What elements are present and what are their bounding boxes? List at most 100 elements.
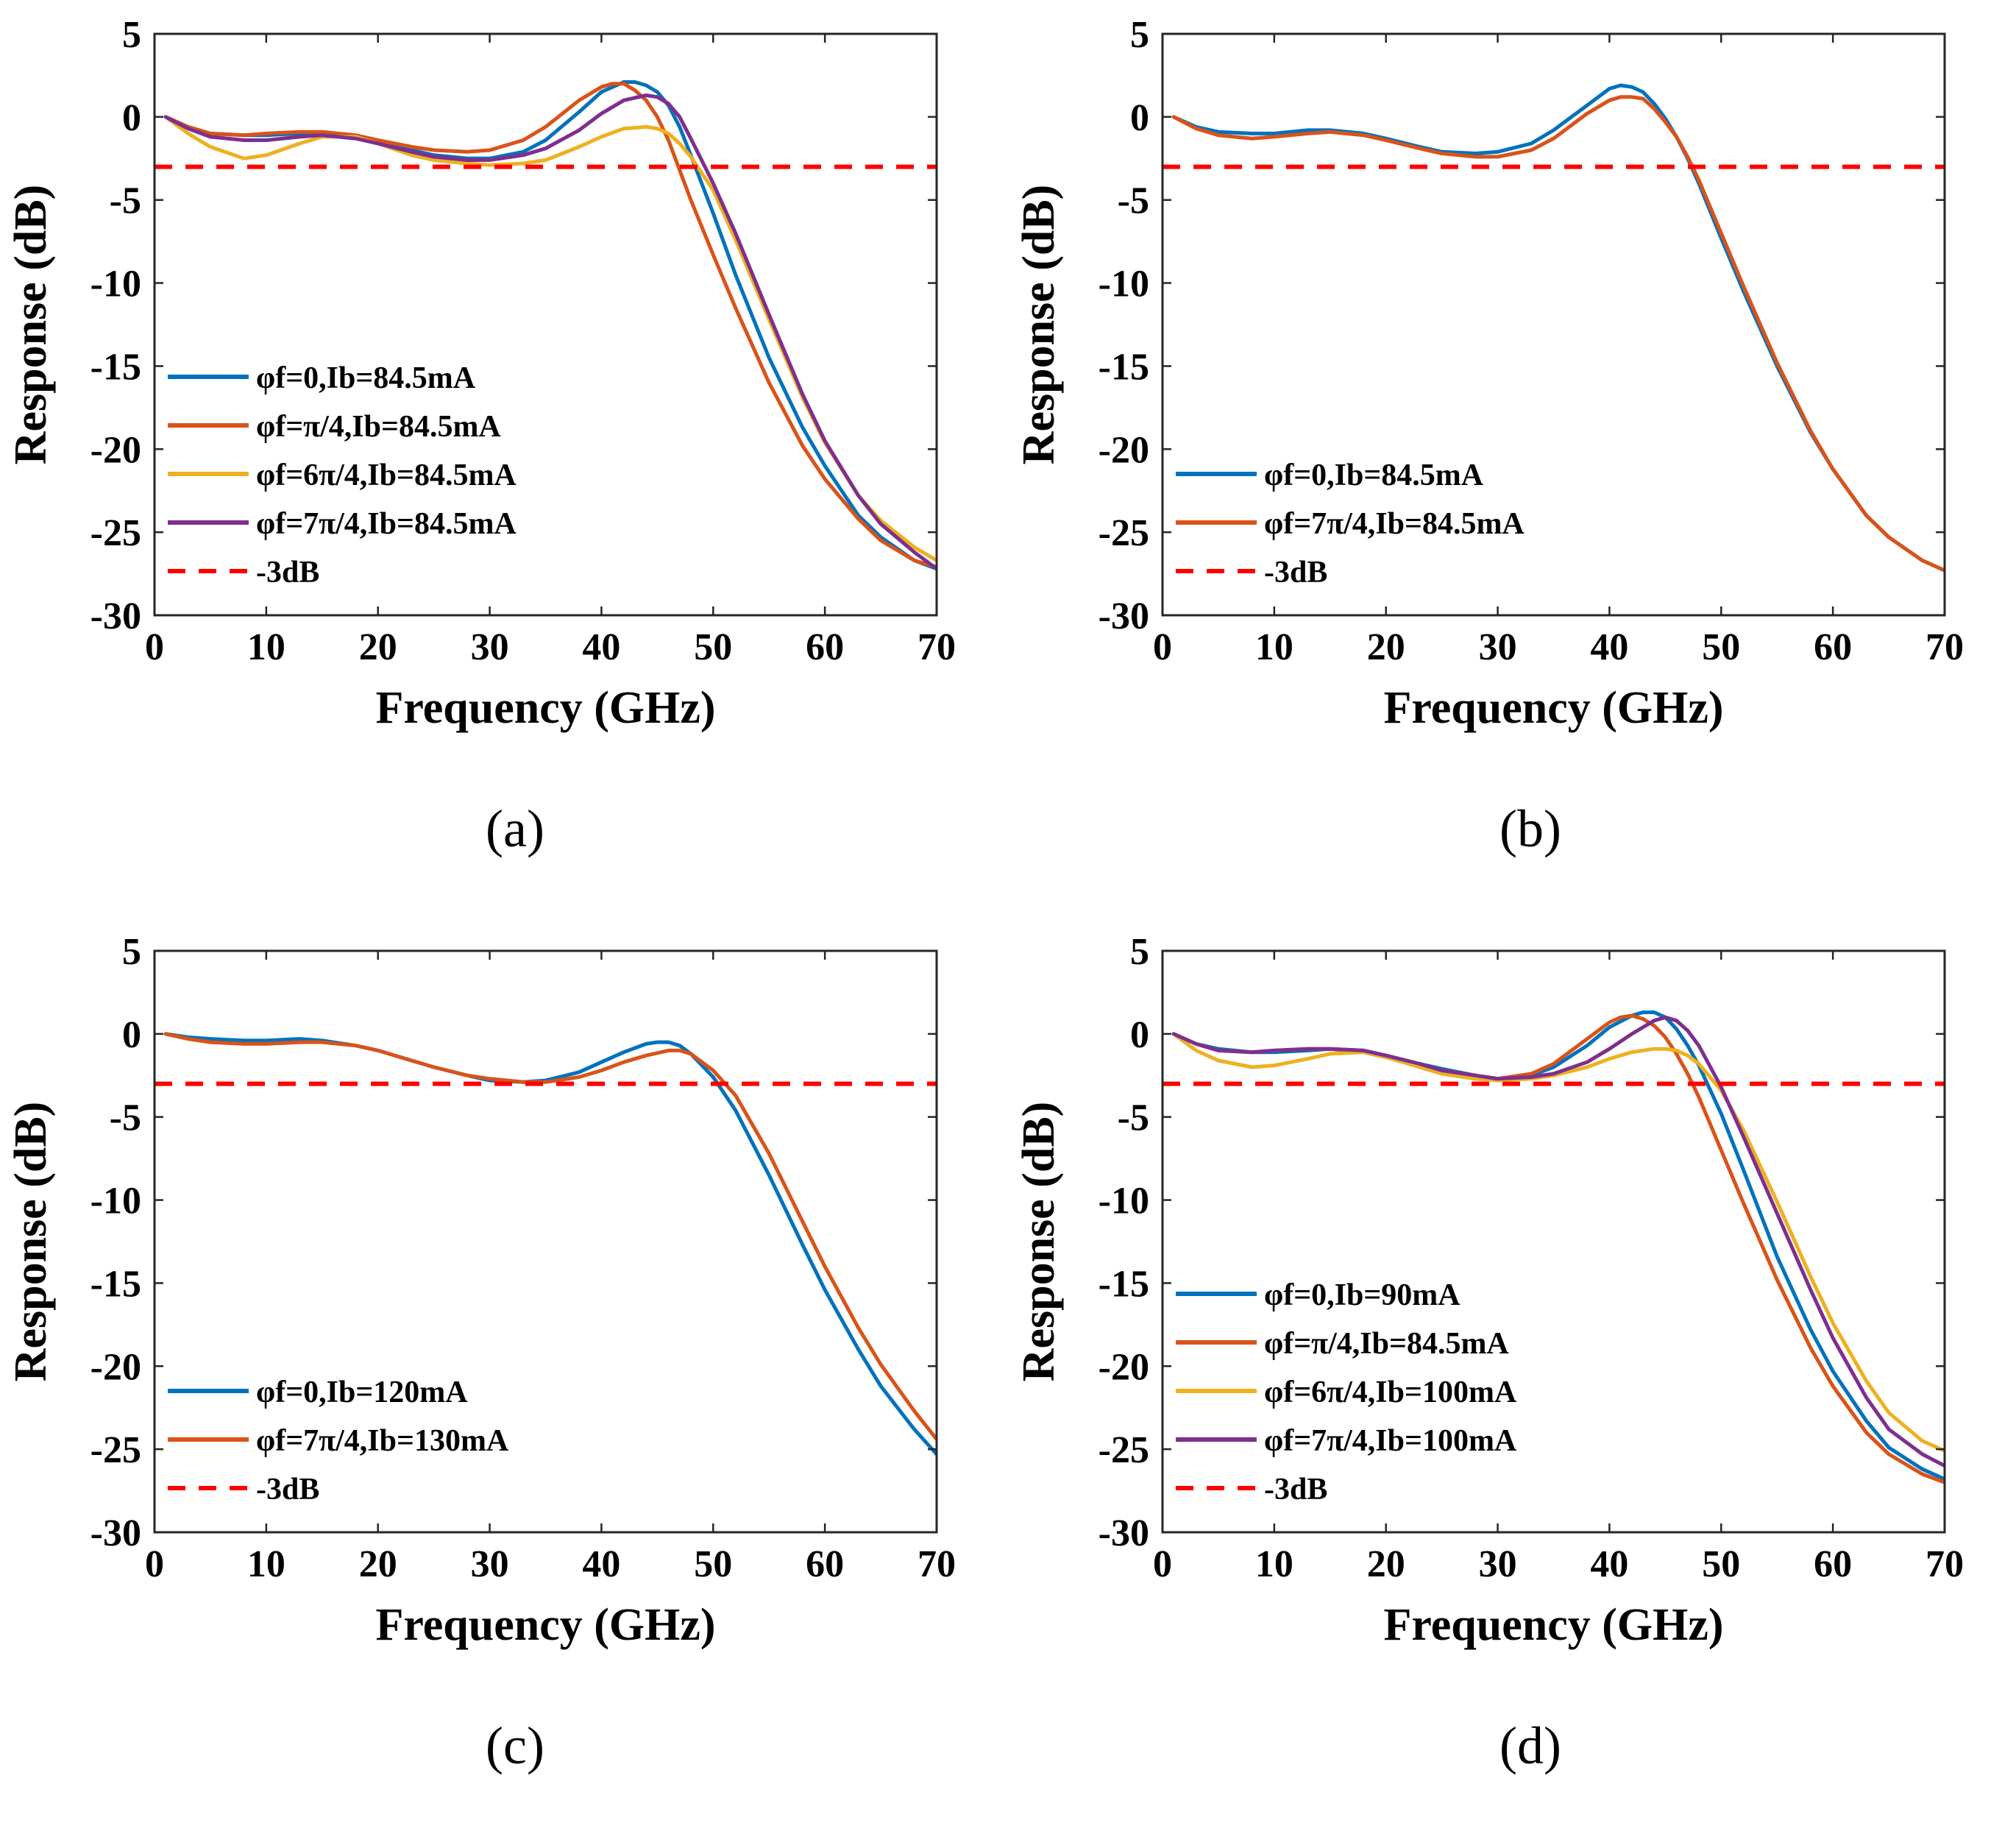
- x-tick-label: 50: [1702, 1543, 1740, 1585]
- x-tick-label: 20: [359, 626, 397, 668]
- x-tick-label: 50: [1702, 626, 1740, 668]
- y-tick-label: -30: [90, 595, 141, 637]
- legend-label: φf=6π/4,Ib=100mA: [1264, 1376, 1517, 1409]
- series-line-phif-7pi-4-ib-84-5ma: [1171, 95, 1945, 573]
- series-line-phif-6pi-4-ib-84-5ma: [163, 115, 937, 562]
- y-axis-label: Response (dB): [6, 185, 56, 465]
- legend-label: φf=0,Ib=84.5mA: [256, 361, 476, 395]
- y-tick-label: -20: [90, 1346, 141, 1388]
- x-tick-label: 60: [1814, 626, 1852, 668]
- plot-area-frame: [1161, 949, 1946, 1534]
- y-tick-label: -10: [90, 1180, 141, 1222]
- chart-a-svg: 0 10 20 30 40 50 60 7050-5-10-15-20-25-30Freque…: [6, 14, 956, 733]
- y-tick-label: -10: [1098, 1180, 1149, 1222]
- legend-label: -3dB: [256, 1473, 319, 1506]
- series-line-phif-0-ib-120ma: [163, 1032, 937, 1456]
- y-tick-label: -5: [1118, 1097, 1149, 1139]
- x-axis-label: Frequency (GHz): [375, 683, 715, 733]
- y-axis-label: Response (dB): [6, 1102, 56, 1382]
- legend-label: φf=7π/4,Ib=130mA: [256, 1424, 509, 1458]
- y-tick-label: -15: [90, 1263, 141, 1305]
- plot-area-frame: [153, 32, 938, 617]
- series-line-phif-7pi-4-ib-130ma: [163, 1032, 937, 1442]
- plot-area-frame: [153, 949, 938, 1534]
- x-tick-label: 10: [1255, 1543, 1293, 1585]
- y-tick-label: 0: [1130, 97, 1149, 139]
- y-axis-label: Response (dB): [1014, 185, 1064, 465]
- x-tick-label: 20: [1367, 626, 1405, 668]
- y-tick-label: 5: [1130, 14, 1149, 56]
- x-tick-label: 40: [582, 1543, 620, 1585]
- x-tick-label: 50: [694, 1543, 732, 1585]
- y-tick-label: -20: [90, 429, 141, 471]
- x-tick-label: 0: [145, 626, 164, 668]
- chart-panel-c: 0 10 20 30 40 50 60 70 5 0 -5 -10 -15 -20 -25 -30 Freque…: [0, 917, 1008, 1834]
- legend-label: φf=π/4,Ib=84.5mA: [1264, 1327, 1509, 1361]
- y-axis-label: Response (dB): [1014, 1102, 1064, 1382]
- caption-c: (c): [486, 1716, 544, 1775]
- x-tick-label: 70: [1926, 626, 1964, 668]
- y-tick-label: 5: [1130, 931, 1149, 973]
- caption-a: (a): [486, 799, 544, 858]
- plot-area-frame: [1161, 32, 1946, 617]
- y-tick-label: -10: [1098, 263, 1149, 305]
- chart-panel-b: 0 10 20 30 40 50 60 70 5 0 -5 -10 -15 -20 -25 -30 Freque…: [1008, 0, 2016, 917]
- y-tick-label: -15: [1098, 1263, 1149, 1305]
- y-tick-label: -5: [1118, 180, 1149, 222]
- chart-panel-d: 0 10 20 30 40 50 60 70 5 0 -5 -10 -15 -20 -25 -30 Freque…: [1008, 917, 2016, 1834]
- x-tick-label: 30: [1479, 626, 1517, 668]
- caption-b: (b): [1499, 799, 1561, 858]
- series-line-phif-pi-4-ib-84-5ma: [163, 82, 937, 569]
- series-line-phif-7pi-4-ib-84-5ma: [163, 93, 937, 571]
- series-line-phif-7pi-4-ib-100ma: [1171, 1015, 1945, 1468]
- x-tick-label: 10: [1255, 626, 1293, 668]
- legend: φf=0,Ib=84.5mA φf=π/4,Ib=84.5mA φf=6π/4,Ib…: [168, 361, 517, 590]
- x-axis-label: Frequency (GHz): [375, 1600, 715, 1650]
- legend-label: φf=7π/4,Ib=84.5mA: [256, 507, 517, 541]
- x-tick-label: 0: [1153, 1543, 1172, 1585]
- chart-b-svg: 0 10 20 30 40 50 60 7050-5-10-15-20-25-30Freque…: [1014, 14, 1964, 733]
- legend-label: φf=0,Ib=90mA: [1264, 1278, 1460, 1312]
- y-tick-label: -25: [90, 512, 141, 554]
- x-tick-label: 50: [694, 626, 732, 668]
- x-tick-label: 0: [145, 1543, 164, 1585]
- caption-d: (d): [1499, 1716, 1561, 1775]
- series-line-phif-6pi-4-ib-100ma: [1171, 1032, 1945, 1453]
- x-tick-label: 60: [806, 1543, 844, 1585]
- y-tick-label: 0: [1130, 1014, 1149, 1056]
- y-tick-label: -10: [90, 263, 141, 305]
- y-tick-label: -5: [110, 180, 141, 222]
- legend: φf=0,Ib=120mA φf=7π/4,Ib=130mA -3dB: [168, 1376, 509, 1506]
- y-tick-label: 0: [122, 97, 141, 139]
- y-tick-label: 5: [122, 931, 141, 973]
- legend-label: φf=7π/4,Ib=100mA: [1264, 1424, 1517, 1458]
- y-tick-label: -25: [1098, 1429, 1149, 1471]
- x-tick-label: 20: [1367, 1543, 1405, 1585]
- y-tick-label: -20: [1098, 429, 1149, 471]
- x-tick-label: 60: [1814, 1543, 1852, 1585]
- chart-panel-a: 0 10 20 30 40 50 60 70 5 0 -5 -10 -15 -20 -25 -30 Freque…: [0, 0, 1008, 917]
- x-tick-label: 30: [471, 1543, 509, 1585]
- x-tick-label: 60: [806, 626, 844, 668]
- y-tick-label: -15: [90, 346, 141, 388]
- legend: φf=0,Ib=90mA φf=π/4,Ib=84.5mA φf=6π/4,Ib=1…: [1176, 1278, 1517, 1506]
- legend-label: -3dB: [1264, 556, 1327, 590]
- x-tick-label: 70: [1926, 1543, 1964, 1585]
- y-tick-label: -5: [110, 1097, 141, 1139]
- y-tick-label: -15: [1098, 346, 1149, 388]
- x-tick-label: 40: [1590, 626, 1628, 668]
- x-tick-label: 70: [918, 1543, 956, 1585]
- series-line-phif-0-ib-84-5ma: [163, 80, 937, 571]
- y-tick-label: -20: [1098, 1346, 1149, 1388]
- x-tick-label: 10: [247, 626, 285, 668]
- legend-label: φf=π/4,Ib=84.5mA: [256, 410, 501, 444]
- y-tick-label: -30: [90, 1512, 141, 1554]
- x-axis-label: Frequency (GHz): [1383, 683, 1723, 733]
- legend-label: φf=0,Ib=84.5mA: [1264, 458, 1484, 492]
- y-tick-label: -25: [90, 1429, 141, 1471]
- legend-label: φf=0,Ib=120mA: [256, 1376, 468, 1409]
- x-tick-label: 30: [1479, 1543, 1517, 1585]
- x-tick-label: 0: [1153, 626, 1172, 668]
- x-axis-label: Frequency (GHz): [1383, 1600, 1723, 1650]
